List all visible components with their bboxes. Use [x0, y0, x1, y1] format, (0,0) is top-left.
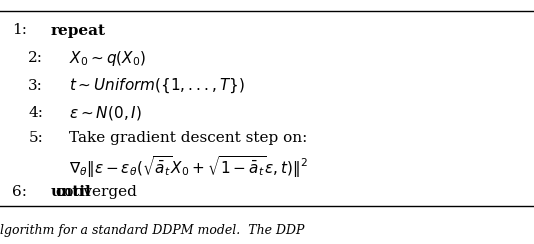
Text: repeat: repeat: [51, 23, 106, 38]
Text: until: until: [51, 184, 91, 199]
Text: $\nabla_{\theta}\|\epsilon - \epsilon_{\theta}(\sqrt{\bar{a}_t}X_0 + \sqrt{1 - \: $\nabla_{\theta}\|\epsilon - \epsilon_{\…: [69, 154, 309, 180]
Text: Take gradient descent step on:: Take gradient descent step on:: [69, 131, 308, 145]
Text: 3:: 3:: [28, 79, 43, 93]
Text: lgorithm for a standard DDPM model.  The DDP: lgorithm for a standard DDPM model. The …: [0, 224, 304, 237]
Text: 1:: 1:: [12, 23, 27, 38]
Text: 2:: 2:: [28, 51, 43, 65]
Text: converged: converged: [51, 184, 137, 199]
Text: 6:: 6:: [12, 184, 27, 199]
Text: $X_0 \sim q(X_0)$: $X_0 \sim q(X_0)$: [69, 49, 146, 68]
Text: $t \sim \mathit{Uniform}(\{1,...,T\})$: $t \sim \mathit{Uniform}(\{1,...,T\})$: [69, 77, 245, 95]
Text: 5:: 5:: [28, 131, 43, 145]
Text: $\epsilon \sim N(0, I)$: $\epsilon \sim N(0, I)$: [69, 104, 143, 122]
Text: 4:: 4:: [28, 106, 43, 121]
